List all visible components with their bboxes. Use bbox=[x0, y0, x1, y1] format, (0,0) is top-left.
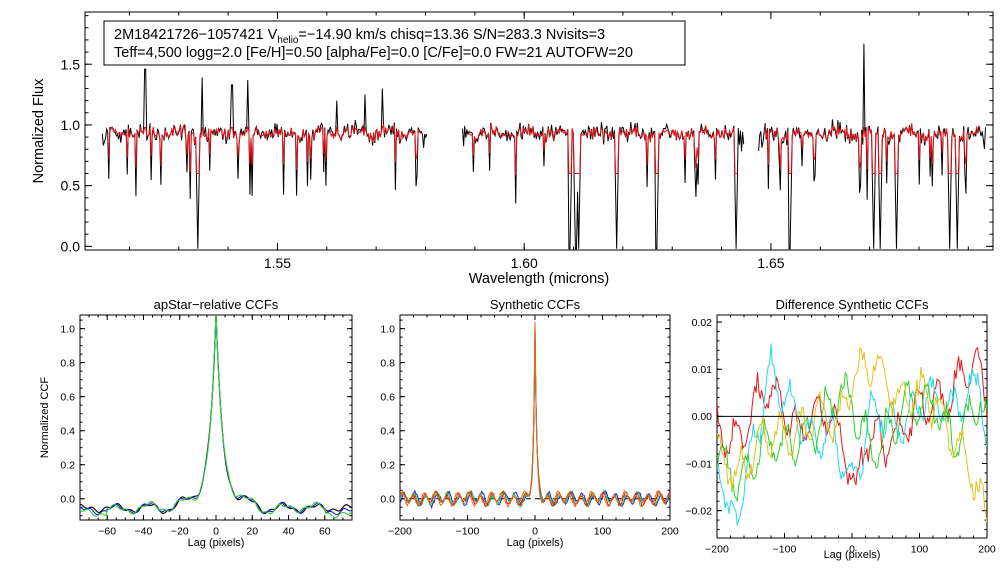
apstar-traces bbox=[80, 315, 352, 519]
y-tick-label: 0.4 bbox=[380, 425, 395, 437]
y-tick-label: 1.0 bbox=[380, 323, 395, 335]
y-tick-label: −0.01 bbox=[685, 458, 712, 470]
x-axis-label: Wavelength (microns) bbox=[469, 271, 609, 287]
header-line-1: 2M18421726−1057421 Vhelio=−14.90 km/s ch… bbox=[114, 27, 605, 46]
apstar-ccf-line bbox=[80, 315, 352, 519]
x-tick-label: 100 bbox=[594, 526, 612, 538]
header-star-id: 2M18421726−1057421 V bbox=[114, 27, 278, 43]
plot-title: Synthetic CCFs bbox=[490, 297, 581, 312]
spectrum-plot: 1.55 1.60 1.65 0.0 0.5 1.0 1.5 Wavelength (micr… bbox=[31, 11, 994, 287]
plot-frame bbox=[79, 314, 353, 521]
apstar-ccf-line bbox=[80, 315, 352, 516]
plot-title: Difference Synthetic CCFs bbox=[776, 297, 929, 312]
x-tick-label: 20 bbox=[246, 526, 258, 538]
spectrum-observed-line bbox=[101, 68, 428, 249]
spectrum-traces bbox=[101, 43, 986, 250]
x-tick-label: −100 bbox=[773, 544, 797, 556]
x-tick-label: 60 bbox=[319, 526, 331, 538]
x-tick-label: 1.65 bbox=[757, 255, 784, 271]
x-axis-label: Lag (pixels) bbox=[188, 537, 245, 549]
y-tick-label: 0.0 bbox=[60, 494, 75, 506]
x-axis-label: Lag (pixels) bbox=[507, 537, 564, 549]
spectrum-model-line bbox=[108, 124, 422, 174]
y-tick-label: 0.02 bbox=[692, 317, 713, 329]
y-tick-label: −0.02 bbox=[685, 505, 712, 517]
y-tick-label: 0.6 bbox=[380, 391, 395, 403]
y-tick-label: 0.8 bbox=[380, 357, 395, 369]
y-tick-label: 0.0 bbox=[61, 238, 81, 254]
plot-frame bbox=[84, 11, 994, 251]
x-tick-label: 0 bbox=[532, 526, 538, 538]
difference-traces bbox=[717, 343, 987, 526]
y-tick-label: 0.00 bbox=[692, 411, 713, 423]
header-vhelio-subscript: helio bbox=[277, 35, 299, 46]
difference-ccf-line bbox=[717, 346, 987, 523]
x-tick-label: 100 bbox=[911, 544, 929, 556]
x-tick-label: −60 bbox=[98, 526, 116, 538]
x-tick-label: 40 bbox=[283, 526, 295, 538]
x-tick-label: −20 bbox=[171, 526, 189, 538]
x-tick-label: 0 bbox=[213, 526, 219, 538]
x-tick-label: 200 bbox=[661, 526, 679, 538]
synthetic-ccf-plot: −200 −100 0 100 200 0.0 0.2 0.4 0.6 0.8 1.0 Synthet… bbox=[380, 297, 679, 549]
difference-ccf-line bbox=[717, 371, 987, 503]
header-line-2: Teff=4,500 logg=2.0 [Fe/H]=0.50 [alpha/F… bbox=[114, 45, 633, 61]
apstar-ccf-line bbox=[80, 315, 352, 515]
y-tick-label: 1.5 bbox=[61, 56, 81, 72]
y-tick-label: 1.0 bbox=[61, 117, 81, 133]
x-tick-label: −200 bbox=[388, 526, 412, 538]
header-box-frame bbox=[103, 20, 686, 66]
y-tick-label: 0.5 bbox=[61, 178, 81, 194]
apstar-ccf-plot: −60 −40 −20 0 20 40 60 0.0 0.2 0.4 0.6 0.8 1.0 apStar… bbox=[39, 297, 353, 549]
x-tick-label: −200 bbox=[705, 544, 729, 556]
x-tick-label: 1.55 bbox=[264, 255, 291, 271]
y-tick-label: 0.01 bbox=[692, 364, 713, 376]
x-tick-label: 1.60 bbox=[511, 255, 538, 271]
synthetic-traces bbox=[400, 322, 670, 510]
y-tick-label: 0.2 bbox=[60, 459, 75, 471]
plot-title: apStar−relative CCFs bbox=[154, 297, 279, 312]
spectrum-observed-line bbox=[462, 122, 745, 250]
header-stats: =−14.90 km/s chisq=13.36 S/N=283.3 Nvisi… bbox=[298, 27, 605, 43]
x-tick-label: 0 bbox=[849, 544, 855, 556]
y-tick-label: 0.4 bbox=[60, 425, 75, 437]
y-tick-label: 0.8 bbox=[60, 357, 75, 369]
synthetic-ccf-line bbox=[400, 322, 670, 508]
y-axis-label: Normalized CCF bbox=[39, 377, 51, 459]
header-box: 2M18421726−1057421 Vhelio=−14.90 km/s ch… bbox=[103, 20, 686, 66]
y-tick-label: 1.0 bbox=[60, 323, 75, 335]
x-tick-label: 200 bbox=[978, 544, 996, 556]
x-tick-label: −40 bbox=[135, 526, 153, 538]
y-tick-label: 0.6 bbox=[60, 391, 75, 403]
spectrum-model-line bbox=[764, 124, 980, 174]
y-axis-label: Normalized Flux bbox=[31, 78, 47, 183]
spectrum-model-line bbox=[468, 124, 738, 176]
y-tick-label: 0.0 bbox=[380, 494, 395, 506]
difference-ccf-line bbox=[717, 346, 987, 486]
difference-ccf-plot: −200 −100 0 100 200 −0.02 −0.01 0.00 0.01 0.02 Dif… bbox=[685, 297, 995, 561]
x-tick-label: −100 bbox=[456, 526, 480, 538]
y-tick-label: 0.2 bbox=[380, 459, 395, 471]
x-axis-label: Lag (pixels) bbox=[824, 549, 881, 561]
